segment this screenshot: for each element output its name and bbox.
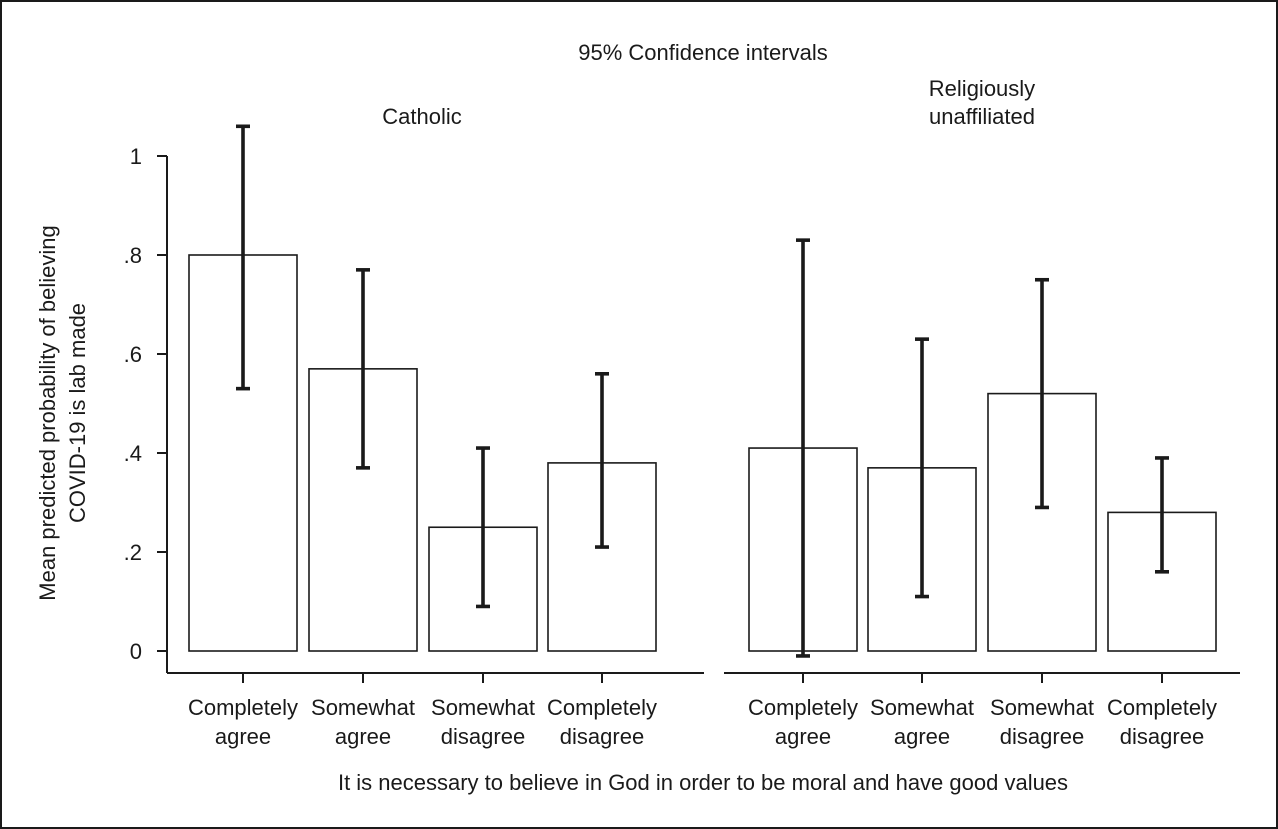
x-tick-label: Completely xyxy=(188,695,298,720)
x-tick-label: Completely xyxy=(1107,695,1217,720)
chart-title: 95% Confidence intervals xyxy=(578,40,827,65)
y-axis-title-line: COVID-19 is lab made xyxy=(65,303,90,523)
bar xyxy=(547,462,657,652)
x-tick-label: Somewhat xyxy=(311,695,415,720)
panel-title: Catholic xyxy=(382,104,461,129)
panel-title: unaffiliated xyxy=(929,104,1035,129)
y-tick-label: .2 xyxy=(124,540,142,565)
x-tick-label: disagree xyxy=(560,724,644,749)
y-tick-label: 1 xyxy=(130,144,142,169)
x-tick-label: disagree xyxy=(441,724,525,749)
x-tick-label: agree xyxy=(215,724,271,749)
x-tick-label: agree xyxy=(894,724,950,749)
x-tick-label: Somewhat xyxy=(990,695,1094,720)
y-tick-label: .8 xyxy=(124,243,142,268)
x-tick-label: Somewhat xyxy=(870,695,974,720)
y-axis-title-line: Mean predicted probability of believing xyxy=(35,225,60,600)
x-tick-label: Completely xyxy=(547,695,657,720)
y-tick-label: .4 xyxy=(124,441,142,466)
x-tick-label: Completely xyxy=(748,695,858,720)
panel-title: Religiously xyxy=(929,76,1035,101)
x-tick-label: agree xyxy=(775,724,831,749)
y-tick-label: 0 xyxy=(130,639,142,664)
x-tick-label: agree xyxy=(335,724,391,749)
x-tick-label: disagree xyxy=(1000,724,1084,749)
x-tick-label: disagree xyxy=(1120,724,1204,749)
x-axis-title: It is necessary to believe in God in ord… xyxy=(338,770,1068,795)
y-tick-label: .6 xyxy=(124,342,142,367)
x-tick-label: Somewhat xyxy=(431,695,535,720)
